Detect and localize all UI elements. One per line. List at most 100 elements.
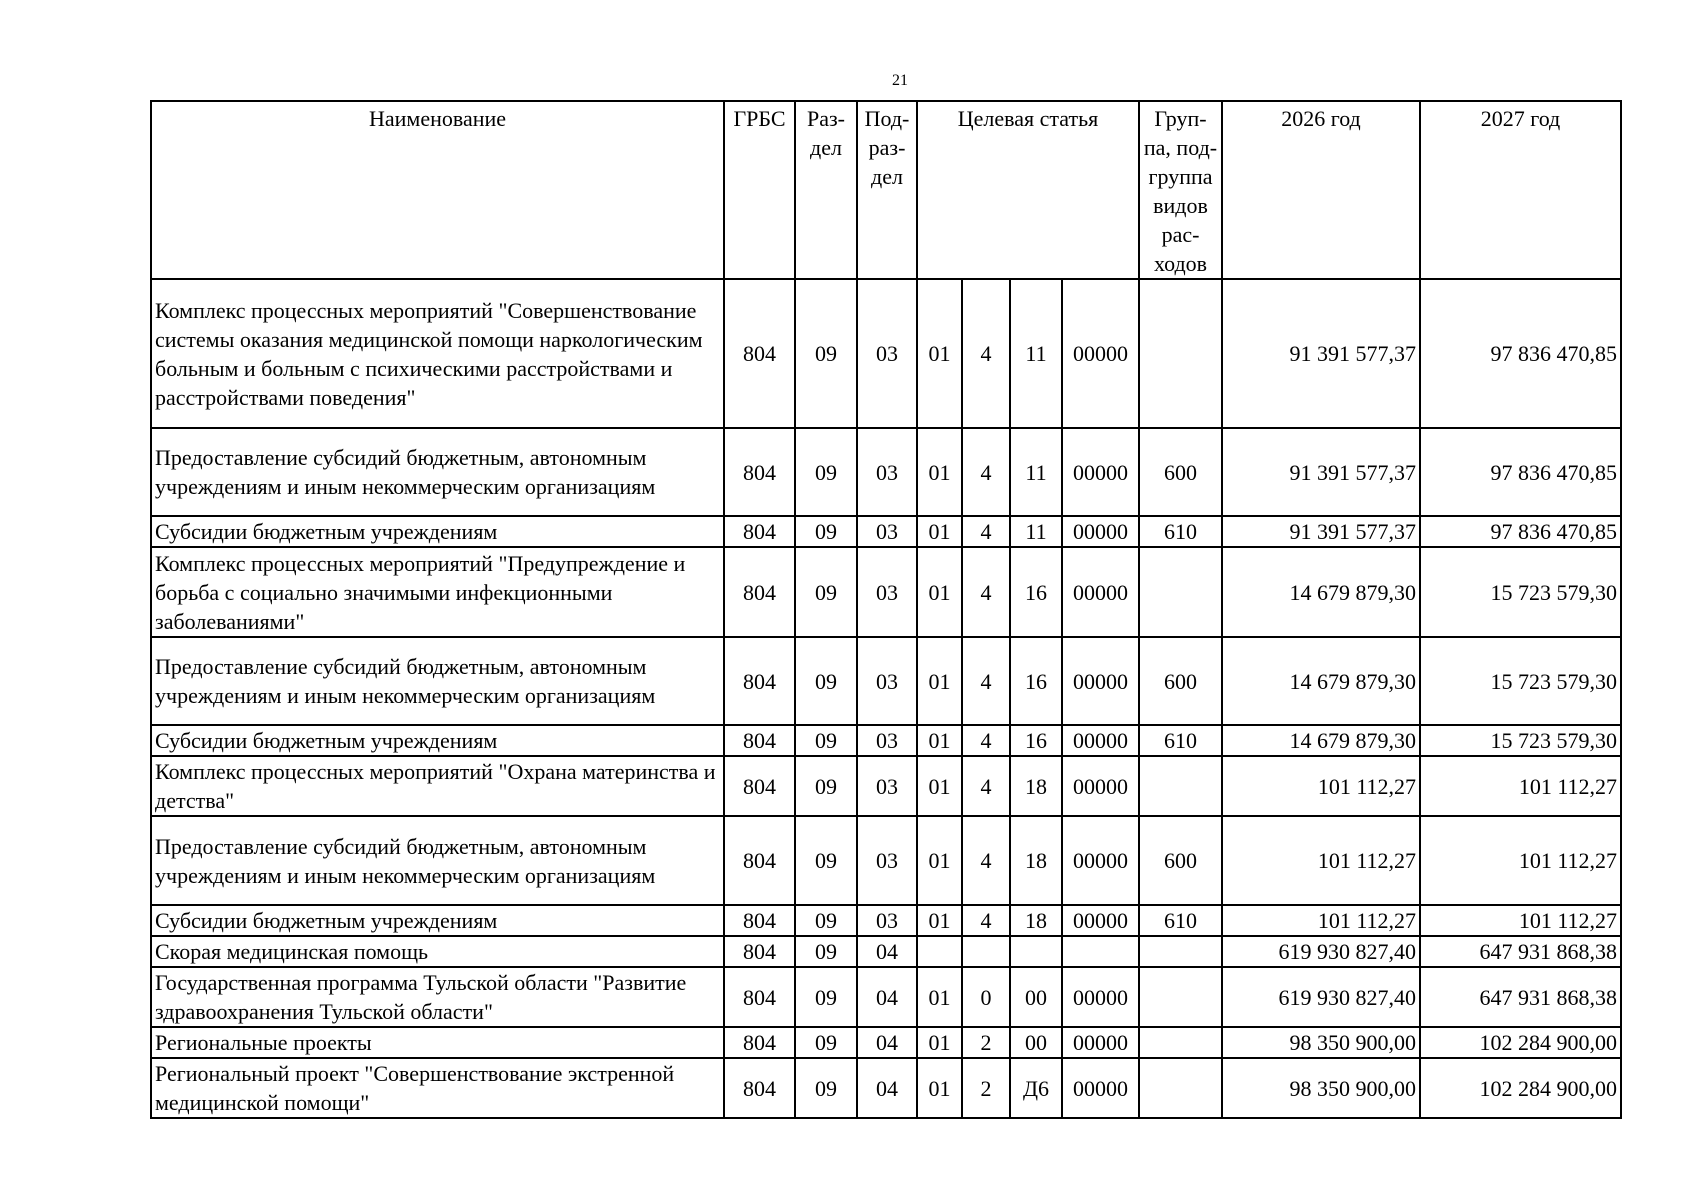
cell-vr [1138, 1057, 1223, 1119]
cell-y2027: 15 723 579,30 [1419, 546, 1622, 638]
table-row: Предоставление субсидий бюджетным, автон… [150, 636, 1622, 726]
cell-y2026: 101 112,27 [1221, 904, 1421, 937]
cell-pr: 03 [856, 636, 918, 726]
cell-y2026: 91 391 577,37 [1221, 515, 1421, 548]
cell-y2027: 97 836 470,85 [1419, 278, 1622, 429]
cell-grbs: 804 [723, 935, 796, 968]
cell-vr: 600 [1138, 815, 1223, 906]
cell-cs3: 18 [1009, 904, 1063, 937]
cell-rz: 09 [794, 755, 858, 817]
cell-name: Региональные проекты [150, 1026, 725, 1059]
cell-cs2: 4 [961, 755, 1011, 817]
cell-grbs: 804 [723, 515, 796, 548]
cell-pr: 04 [856, 1026, 918, 1059]
cell-grbs: 804 [723, 1057, 796, 1119]
cell-cs4: 00000 [1061, 427, 1140, 517]
cell-name: Субсидии бюджетным учреждениям [150, 724, 725, 757]
cell-cs3: 16 [1009, 636, 1063, 726]
cell-y2026: 619 930 827,40 [1221, 935, 1421, 968]
cell-cs4: 00000 [1061, 636, 1140, 726]
cell-cs3: 00 [1009, 1026, 1063, 1059]
cell-pr: 03 [856, 755, 918, 817]
cell-grbs: 804 [723, 755, 796, 817]
cell-grbs: 804 [723, 278, 796, 429]
cell-grbs: 804 [723, 427, 796, 517]
cell-grbs: 804 [723, 546, 796, 638]
header-2026: 2026 год [1221, 100, 1421, 280]
cell-cs2: 4 [961, 636, 1011, 726]
cell-pr: 04 [856, 1057, 918, 1119]
cell-cs4: 00000 [1061, 815, 1140, 906]
cell-cs2: 0 [961, 966, 1011, 1028]
cell-cs1: 01 [916, 427, 963, 517]
table-row: Государственная программа Тульской облас… [150, 966, 1622, 1028]
cell-cs1: 01 [916, 966, 963, 1028]
cell-cs4 [1061, 935, 1140, 968]
cell-name: Субсидии бюджетным учреждениям [150, 904, 725, 937]
cell-vr [1138, 278, 1223, 429]
table-row: Субсидии бюджетным учреждениям 804 09 03 01 4… [150, 724, 1622, 757]
cell-vr: 600 [1138, 636, 1223, 726]
cell-rz: 09 [794, 815, 858, 906]
cell-y2026: 98 350 900,00 [1221, 1026, 1421, 1059]
cell-rz: 09 [794, 1026, 858, 1059]
cell-rz: 09 [794, 427, 858, 517]
cell-vr: 610 [1138, 515, 1223, 548]
table-row: Предоставление субсидий бюджетным, автон… [150, 815, 1622, 906]
cell-rz: 09 [794, 278, 858, 429]
cell-pr: 03 [856, 724, 918, 757]
cell-cs1 [916, 935, 963, 968]
cell-vr: 610 [1138, 724, 1223, 757]
cell-rz: 09 [794, 515, 858, 548]
cell-cs2: 2 [961, 1057, 1011, 1119]
cell-pr: 03 [856, 278, 918, 429]
cell-vr [1138, 1026, 1223, 1059]
cell-grbs: 804 [723, 1026, 796, 1059]
cell-cs3: 16 [1009, 546, 1063, 638]
cell-y2027: 647 931 868,38 [1419, 966, 1622, 1028]
cell-cs2: 4 [961, 515, 1011, 548]
cell-pr: 03 [856, 815, 918, 906]
cell-y2027: 102 284 900,00 [1419, 1026, 1622, 1059]
cell-rz: 09 [794, 904, 858, 937]
cell-pr: 04 [856, 935, 918, 968]
page-number: 21 [892, 72, 908, 89]
budget-table: Наименование ГРБС Раз-дел Под-раз-дел Це… [150, 100, 1622, 1119]
cell-name: Предоставление субсидий бюджетным, автон… [150, 636, 725, 726]
cell-pr: 03 [856, 546, 918, 638]
cell-rz: 09 [794, 935, 858, 968]
cell-name: Предоставление субсидий бюджетным, автон… [150, 427, 725, 517]
cell-grbs: 804 [723, 966, 796, 1028]
header-row: Наименование ГРБС Раз-дел Под-раз-дел Це… [150, 100, 1622, 280]
header-razdel: Раз-дел [794, 100, 858, 280]
cell-cs1: 01 [916, 815, 963, 906]
cell-y2027: 15 723 579,30 [1419, 636, 1622, 726]
header-2027: 2027 год [1419, 100, 1622, 280]
cell-vr [1138, 966, 1223, 1028]
table-row: Скорая медицинская помощь 804 09 04 619 930 … [150, 935, 1622, 968]
cell-y2026: 101 112,27 [1221, 755, 1421, 817]
header-grbs: ГРБС [723, 100, 796, 280]
cell-y2027: 97 836 470,85 [1419, 515, 1622, 548]
cell-pr: 04 [856, 966, 918, 1028]
cell-cs2: 4 [961, 427, 1011, 517]
cell-cs1: 01 [916, 278, 963, 429]
cell-grbs: 804 [723, 724, 796, 757]
cell-rz: 09 [794, 636, 858, 726]
cell-cs3: 11 [1009, 278, 1063, 429]
cell-cs1: 01 [916, 724, 963, 757]
cell-cs4: 00000 [1061, 755, 1140, 817]
header-name: Наименование [150, 100, 725, 280]
cell-cs3: 16 [1009, 724, 1063, 757]
cell-cs2: 4 [961, 724, 1011, 757]
cell-y2027: 97 836 470,85 [1419, 427, 1622, 517]
cell-name: Государственная программа Тульской облас… [150, 966, 725, 1028]
table-row: Комплекс процессных мероприятий "Соверше… [150, 278, 1622, 429]
cell-rz: 09 [794, 724, 858, 757]
cell-cs4: 00000 [1061, 966, 1140, 1028]
cell-y2026: 14 679 879,30 [1221, 546, 1421, 638]
cell-y2027: 102 284 900,00 [1419, 1057, 1622, 1119]
header-gruppa-vidov-rashodov: Груп-па, под-группа видов рас-ходов [1138, 100, 1223, 280]
cell-cs2: 4 [961, 815, 1011, 906]
cell-cs2: 4 [961, 546, 1011, 638]
